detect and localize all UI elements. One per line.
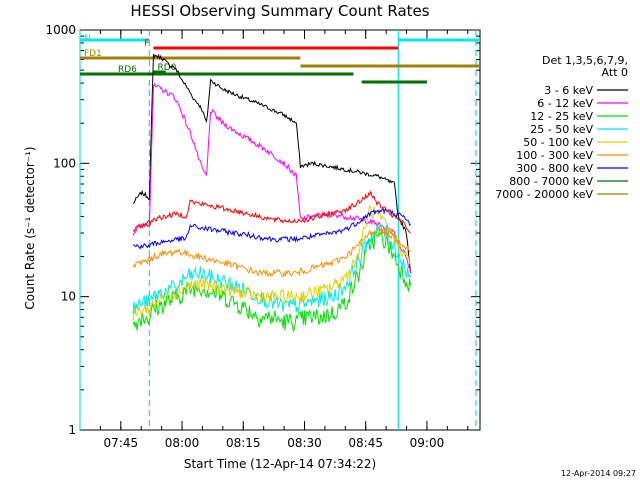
- series-line: [132, 223, 412, 315]
- legend-entry-label: 6 - 12 keV: [537, 97, 593, 110]
- x-tick-label: 09:00: [410, 436, 445, 450]
- flag-label: RD0: [157, 63, 176, 73]
- flag-bars: N F FD1 RD0 RD6: [80, 34, 480, 84]
- legend-entry-label: 25 - 50 keV: [530, 123, 593, 136]
- flag-label: FD1: [84, 49, 102, 59]
- plot-frame: [79, 29, 481, 431]
- flag-label: N: [84, 34, 91, 44]
- legend-entry-label: 300 - 800 keV: [516, 162, 593, 175]
- legend-entry-label: 800 - 7000 keV: [509, 175, 593, 188]
- plot-border: [79, 29, 481, 431]
- series-line: [132, 207, 411, 250]
- series-line: [132, 82, 412, 274]
- y-tick-label: 1: [68, 423, 76, 437]
- time-markers: [79, 30, 477, 430]
- y-tick-label: 100: [53, 156, 76, 170]
- series-line: [132, 204, 411, 321]
- series-lines: [132, 53, 412, 333]
- legend-header: Det 1,3,5,6,7,9,: [542, 54, 628, 67]
- series-line-red: [132, 189, 411, 234]
- y-tick-label: 10: [61, 290, 76, 304]
- y-axis: 1 10 100 1000: [45, 23, 480, 437]
- legend-entry-label: 50 - 100 keV: [523, 136, 593, 149]
- footer-date: 12-Apr-2014 09:27: [561, 469, 636, 478]
- series-line: [132, 231, 412, 333]
- x-tick-label: 08:45: [348, 436, 383, 450]
- x-tick-label: 08:00: [165, 436, 200, 450]
- chart-title: HESSI Observing Summary Count Rates: [130, 2, 429, 20]
- x-tick-label: 08:30: [287, 436, 322, 450]
- x-axis: 07:45 08:00 08:15 08:30 08:45 09:00: [79, 30, 469, 450]
- legend-header: Att 0: [602, 66, 628, 79]
- series-line: [133, 53, 412, 274]
- legend-entry-label: 3 - 6 keV: [544, 84, 593, 97]
- y-axis-label: Count Rate (s⁻¹ detector⁻¹): [23, 146, 37, 309]
- flag-label: F: [144, 39, 149, 49]
- x-tick-label: 07:45: [104, 436, 139, 450]
- x-tick-label: 08:15: [226, 436, 261, 450]
- series-line: [132, 225, 411, 278]
- y-tick-label: 1000: [45, 23, 76, 37]
- flag-label: RD6: [118, 65, 137, 75]
- legend-entry-label: 7000 - 20000 keV: [495, 188, 593, 201]
- x-axis-label: Start Time (12-Apr-14 07:34:22): [184, 457, 376, 471]
- legend-entry-label: 100 - 300 keV: [516, 149, 593, 162]
- legend-entry-label: 12 - 25 keV: [530, 110, 593, 123]
